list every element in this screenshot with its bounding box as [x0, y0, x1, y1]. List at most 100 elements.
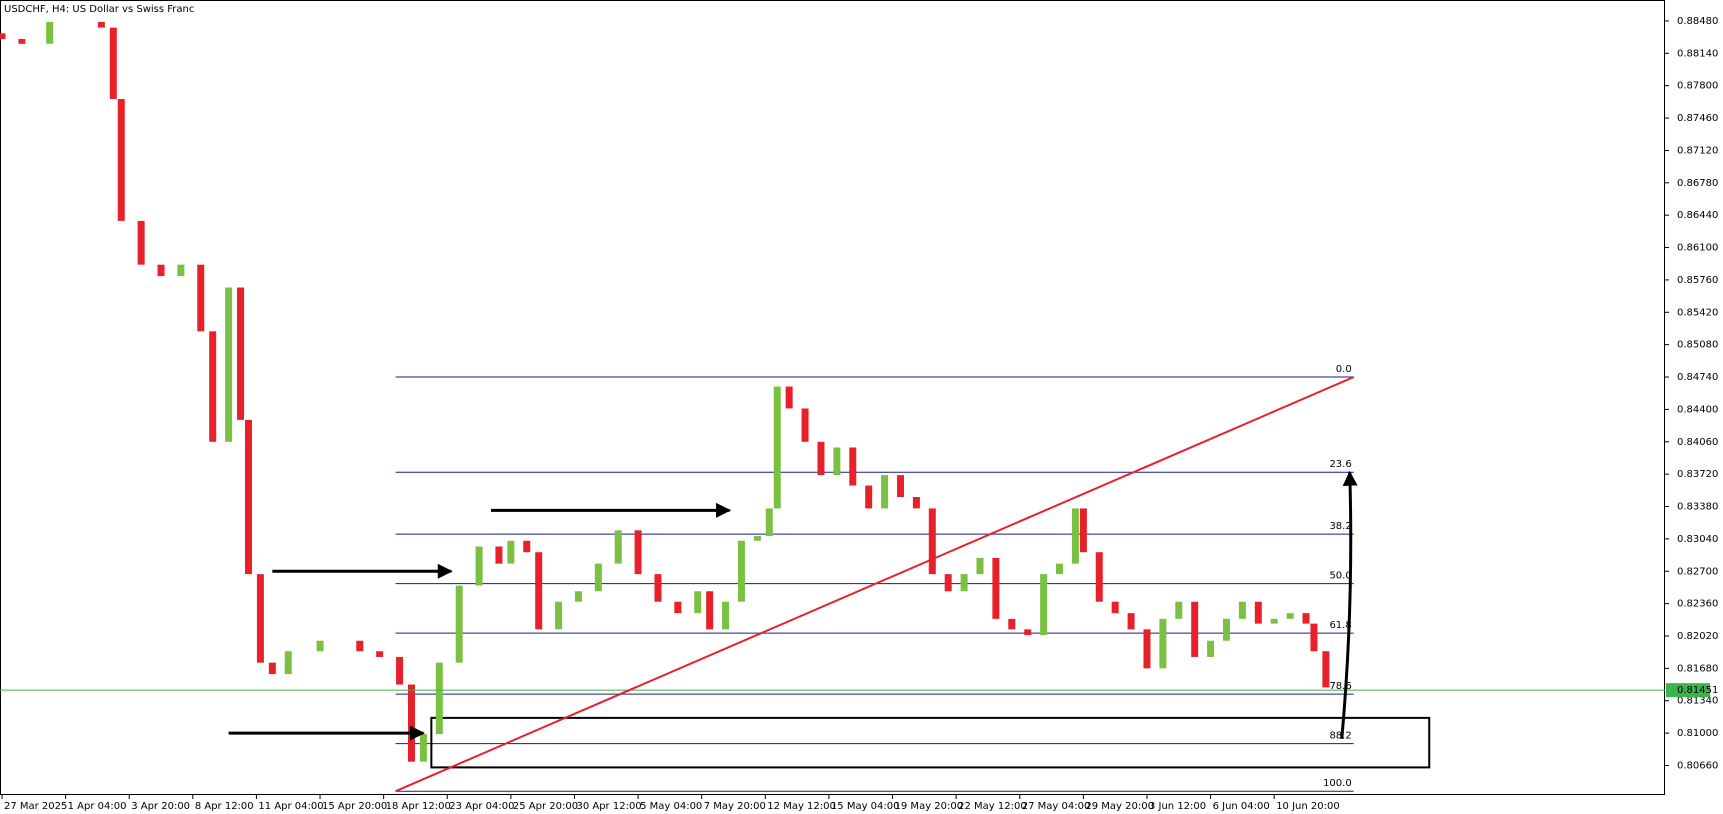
curved-arrow: [1340, 470, 1358, 739]
x-tick-label: 25 Apr 20:00: [513, 801, 578, 812]
candle-body: [753, 536, 761, 541]
x-tick-label: 30 Apr 12:00: [576, 801, 641, 812]
candle-body: [1079, 508, 1087, 553]
candle-body: [1222, 618, 1230, 641]
candle-body: [694, 591, 702, 614]
current-price-box: [1666, 683, 1710, 698]
y-tick-label: 0.82020: [1677, 631, 1718, 642]
candle-body: [157, 264, 165, 277]
candle-body: [1238, 601, 1246, 619]
candle-body: [574, 591, 582, 602]
candle-body: [1175, 601, 1183, 619]
candle-body: [0, 33, 6, 40]
candle-body: [1008, 618, 1016, 630]
x-tick-label: 7 May 20:00: [704, 801, 766, 812]
candle-body: [1143, 629, 1151, 669]
candle-body: [197, 264, 205, 332]
candle-body: [46, 21, 54, 44]
candle-body: [785, 386, 793, 409]
fib-label: 78.6: [1329, 681, 1351, 692]
candle-body: [507, 540, 515, 564]
candle-body: [535, 552, 543, 630]
candle-body: [1040, 574, 1048, 636]
candle-body: [992, 557, 1000, 619]
x-tick-label: 27 Mar 2025: [4, 801, 67, 812]
fib-label: 38.2: [1329, 521, 1351, 532]
y-tick-label: 0.84400: [1677, 404, 1718, 415]
fib-label: 0.0: [1336, 364, 1352, 375]
y-tick-label: 0.88480: [1677, 16, 1718, 27]
candle-body: [674, 601, 682, 614]
candle-body: [137, 220, 145, 265]
candle-body: [928, 508, 936, 575]
y-tick-label: 0.87460: [1677, 113, 1718, 124]
candle-body: [117, 99, 125, 221]
x-tick-label: 23 Apr 04:00: [449, 801, 514, 812]
candle-body: [256, 574, 264, 663]
candle-body: [109, 27, 117, 100]
y-tick-label: 0.84060: [1677, 437, 1718, 448]
candle-body: [1024, 629, 1032, 636]
y-tick-label: 0.86100: [1677, 243, 1718, 254]
candle-body: [1310, 623, 1318, 652]
candle-body: [555, 601, 563, 630]
x-tick-label: 29 May 20:00: [1085, 801, 1154, 812]
candle-body: [244, 419, 252, 575]
y-tick-label: 0.86780: [1677, 178, 1718, 189]
candle-body: [1286, 613, 1294, 619]
candle-body: [356, 640, 364, 652]
candle-body: [1095, 552, 1103, 602]
x-tick-label: 10 Jun 20:00: [1276, 801, 1340, 812]
candle-body: [177, 264, 185, 277]
y-tick-label: 0.88140: [1677, 48, 1718, 59]
candle-body: [944, 574, 952, 592]
candle-body: [237, 287, 245, 420]
trendline: [395, 376, 1355, 793]
candle-body: [912, 496, 920, 509]
candle-body: [1254, 601, 1262, 624]
x-tick-label: 19 May 20:00: [895, 801, 964, 812]
fib-label: 100.0: [1323, 778, 1352, 789]
current-price-label: 0.81451: [1677, 685, 1718, 696]
y-tick-label: 0.86440: [1677, 210, 1718, 221]
candle-body: [97, 21, 105, 28]
candle-body: [1127, 613, 1135, 630]
x-tick-label: 18 Apr 12:00: [386, 801, 451, 812]
y-tick-label: 0.82700: [1677, 566, 1718, 577]
candle-body: [833, 447, 841, 476]
candle-body: [765, 508, 773, 537]
candle-body: [654, 574, 662, 602]
x-tick-label: 27 May 04:00: [1022, 801, 1091, 812]
y-tick-label: 0.85420: [1677, 307, 1718, 318]
zone-box: [430, 716, 1431, 769]
candle-body: [849, 447, 857, 486]
plot-frame: [0, 0, 1665, 795]
candle-body: [268, 662, 276, 675]
x-tick-label: 5 May 04:00: [640, 801, 702, 812]
candle-body: [18, 39, 26, 44]
y-tick-label: 0.87120: [1677, 145, 1718, 156]
candle-body: [722, 601, 730, 630]
candle-body: [209, 331, 217, 442]
candle-body: [773, 386, 781, 509]
y-tick-label: 0.84740: [1677, 372, 1718, 383]
candle-body: [801, 408, 809, 442]
x-tick-label: 8 Apr 12:00: [195, 801, 254, 812]
y-tick-label: 0.83380: [1677, 502, 1718, 513]
fib-label: 61.8: [1329, 620, 1351, 631]
y-tick-label: 0.81680: [1677, 663, 1718, 674]
y-tick-label: 0.80660: [1677, 760, 1718, 771]
candle-body: [706, 591, 714, 630]
x-tick-label: 3 Apr 20:00: [131, 801, 190, 812]
y-tick-label: 0.85760: [1677, 275, 1718, 286]
y-tick-label: 0.81000: [1677, 728, 1718, 739]
candle-body: [1159, 618, 1167, 669]
candle-body: [316, 640, 324, 652]
candle-body: [225, 287, 233, 442]
x-tick-label: 15 Apr 20:00: [322, 801, 387, 812]
x-tick-label: 1 Apr 04:00: [68, 801, 127, 812]
y-tick-label: 0.83720: [1677, 469, 1718, 480]
candle-body: [881, 475, 889, 509]
fib-label: 50.0: [1329, 571, 1351, 582]
